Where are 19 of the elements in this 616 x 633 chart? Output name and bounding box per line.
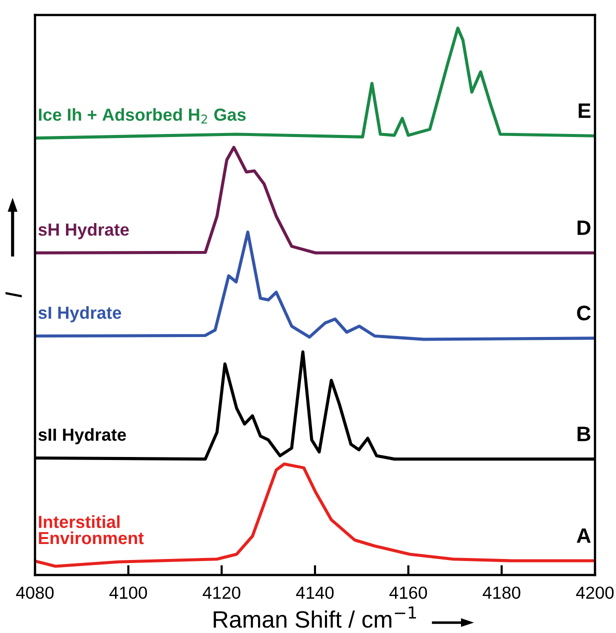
annotation: E bbox=[578, 104, 590, 118]
annotation: D bbox=[578, 220, 590, 235]
annotation: B bbox=[578, 426, 590, 442]
annotation: C bbox=[577, 306, 591, 320]
x-axis-title: Raman Shift / cm$^{−1}$ bbox=[214, 606, 416, 628]
series-label: sII Hydrate bbox=[38, 428, 126, 444]
y-axis-title: I bbox=[6, 292, 22, 298]
x-tick-label: 4180 bbox=[482, 586, 520, 599]
series-label: Interstitial Environment bbox=[38, 515, 144, 544]
series-label: sI Hydrate bbox=[38, 306, 122, 322]
x-tick-label: 4200 bbox=[576, 586, 614, 599]
series-label: Ice Ih + Adsorbed H$_{2}$ Gas bbox=[38, 108, 246, 124]
x-tick-label: 4160 bbox=[389, 586, 427, 599]
x-tick-label: 4080 bbox=[16, 586, 54, 599]
x-tick-label: 4120 bbox=[202, 586, 240, 599]
annotation: A bbox=[576, 528, 591, 543]
x-tick-label: 4140 bbox=[296, 586, 334, 599]
series-label: sH Hydrate bbox=[38, 223, 129, 240]
x-tick-label: 4100 bbox=[109, 586, 147, 599]
